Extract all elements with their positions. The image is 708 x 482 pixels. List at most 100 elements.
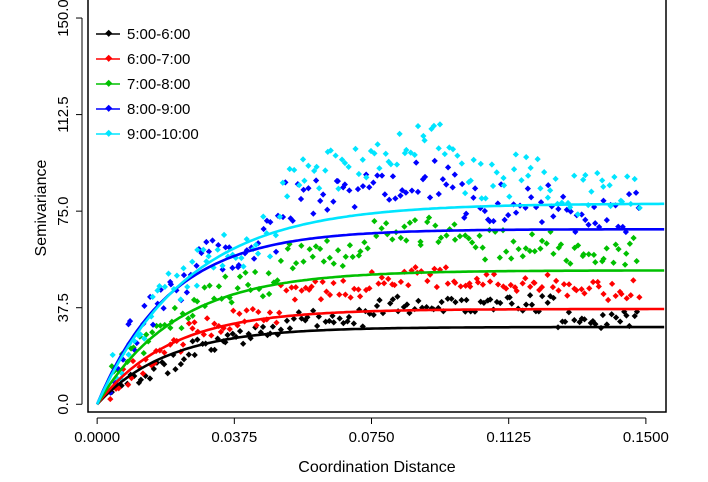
data-point: [472, 244, 479, 251]
data-point: [378, 274, 385, 281]
data-point: [458, 297, 465, 304]
data-point: [173, 272, 181, 279]
data-point: [549, 284, 557, 291]
data-point: [571, 316, 578, 324]
data-point: [359, 183, 367, 190]
legend-label: 7:00-8:00: [127, 76, 190, 93]
data-point: [335, 185, 342, 192]
data-point: [289, 217, 296, 224]
x-tick-label: 0.1125: [486, 429, 531, 446]
data-point: [493, 169, 500, 176]
data-point: [265, 270, 272, 277]
y-tick-label: 0.0: [55, 394, 72, 415]
data-point: [330, 198, 337, 205]
data-point: [506, 294, 513, 301]
data-point: [347, 294, 354, 301]
data-point: [519, 253, 526, 260]
data-point: [397, 234, 404, 241]
data-point: [310, 210, 317, 217]
data-point: [633, 257, 640, 265]
data-point: [290, 315, 297, 322]
data-point: [306, 246, 313, 253]
data-point: [243, 307, 250, 314]
data-point: [528, 194, 535, 201]
model-curve-1: [96, 325, 665, 406]
legend-marker: [105, 104, 113, 112]
data-point: [383, 220, 390, 227]
data-point: [366, 285, 373, 292]
data-point: [250, 255, 258, 262]
data-point: [178, 324, 185, 332]
data-point: [490, 271, 498, 278]
data-point: [361, 239, 368, 246]
data-point: [463, 210, 470, 217]
model-curve-4: [95, 228, 665, 405]
data-point: [266, 309, 274, 316]
data-point: [214, 246, 221, 253]
data-point: [541, 169, 548, 176]
data-point: [249, 306, 256, 313]
data-point: [590, 251, 598, 259]
data-point: [435, 190, 442, 198]
data-point: [439, 176, 446, 183]
data-point: [260, 213, 267, 220]
data-point: [334, 247, 342, 254]
data-point: [375, 280, 382, 287]
model-curves: [95, 202, 665, 406]
data-point: [565, 281, 573, 288]
data-point: [141, 302, 148, 309]
data-point: [376, 165, 383, 172]
y-axis: 0.0 37.5 75.0 112.5 150.0: [55, 0, 83, 415]
data-point: [522, 275, 529, 282]
data-point: [627, 292, 634, 299]
data-point: [412, 264, 419, 271]
data-point: [332, 152, 339, 159]
legend-label: 9:00-10:00: [127, 126, 199, 143]
data-point: [496, 254, 503, 261]
data-point: [625, 191, 633, 198]
data-point: [180, 265, 187, 272]
data-point: [336, 291, 343, 298]
data-point: [316, 185, 323, 192]
data-point: [180, 272, 188, 279]
data-point: [544, 194, 552, 201]
data-point: [385, 275, 392, 282]
data-point: [605, 296, 612, 304]
data-point: [512, 209, 520, 216]
data-point: [443, 181, 450, 188]
data-point: [631, 312, 638, 320]
data-point: [319, 278, 326, 286]
data-point: [454, 152, 461, 159]
data-point: [189, 338, 196, 345]
data-point: [494, 281, 502, 288]
data-point: [339, 262, 346, 270]
data-point: [370, 311, 377, 318]
data-point: [565, 309, 572, 316]
data-point: [624, 173, 631, 180]
data-point: [550, 294, 557, 302]
data-point: [397, 192, 404, 199]
data-point: [506, 193, 513, 200]
data-point: [341, 159, 349, 167]
data-point: [194, 298, 201, 305]
data-point: [502, 285, 510, 292]
data-point: [531, 279, 538, 287]
data-point: [380, 280, 388, 287]
data-point: [582, 216, 589, 223]
data-point: [421, 137, 428, 144]
data-point: [603, 245, 610, 252]
data-point: [204, 315, 211, 322]
data-point: [405, 282, 412, 289]
data-point: [329, 312, 336, 319]
series-points-3: [108, 214, 640, 375]
plot-frame: [87, 0, 667, 413]
data-point: [560, 193, 567, 200]
data-point: [346, 187, 353, 194]
data-point: [244, 281, 252, 289]
data-point: [553, 277, 560, 285]
data-point: [477, 160, 484, 167]
data-point: [351, 285, 358, 292]
data-point: [350, 320, 357, 327]
